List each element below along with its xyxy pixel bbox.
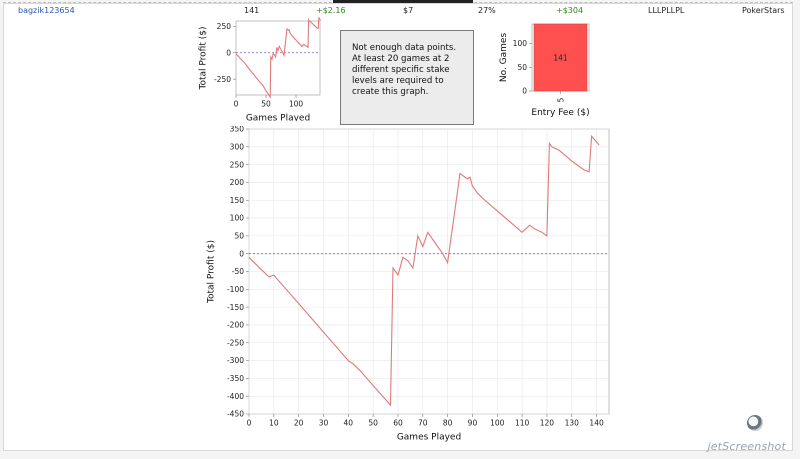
watermark-text: jetScreenshot xyxy=(707,440,786,453)
x-tick-label: 0 xyxy=(234,100,239,109)
x-tick-label: 110 xyxy=(515,419,530,428)
y-tick-label: -350 xyxy=(227,374,244,383)
x-tick-label: 50 xyxy=(368,419,378,428)
y-tick-label: 0 xyxy=(239,249,244,258)
x-tick-label: 10 xyxy=(269,419,279,428)
x-tick-label: 20 xyxy=(294,419,304,428)
roi-value: 27% xyxy=(478,6,496,15)
average-stake: $7 xyxy=(403,6,414,15)
y-tick-label: 200 xyxy=(230,178,245,187)
y-tick-label: -200 xyxy=(227,321,244,330)
y-axis-label: Total Profit ($) xyxy=(206,240,216,304)
x-tick-label: 70 xyxy=(418,419,428,428)
x-tick-label: 80 xyxy=(443,419,453,428)
x-tick-label: 130 xyxy=(565,419,580,428)
y-axis-label: Total Profit ($) xyxy=(198,27,208,91)
y-tick-label: -450 xyxy=(227,410,244,419)
y-tick-label: -150 xyxy=(227,303,244,312)
x-tick-label: 120 xyxy=(540,419,555,428)
y-tick-label: 100 xyxy=(513,39,528,48)
profit-line xyxy=(248,134,600,407)
x-axis-label: Games Played xyxy=(246,113,310,121)
plot-area xyxy=(235,20,321,96)
poker-site: PokerStars xyxy=(742,6,785,15)
entry-fee-bar-chart: 100 50 0 141 5 Entry Fee ($) No. Games xyxy=(499,23,590,118)
y-tick-label: -250 xyxy=(227,338,244,347)
y-tick-label: 350 xyxy=(230,126,245,134)
not-enough-data-message: Not enough data points. At least 20 game… xyxy=(340,30,474,125)
main-profit-chart: 350300250200150100500-50-100-150-200-250… xyxy=(206,126,610,442)
y-tick-label: 0 xyxy=(226,48,231,57)
x-tick-label: 90 xyxy=(468,419,478,428)
y-tick-label: -400 xyxy=(227,392,244,401)
y-tick-label: -250 xyxy=(214,75,231,84)
x-tick-label: 140 xyxy=(589,419,604,428)
small-profit-chart: 250 0 -250 0 50 100 Games Played Total Profit (… xyxy=(198,17,322,121)
x-tick-label: 100 xyxy=(289,100,304,109)
y-tick-label: 50 xyxy=(517,63,527,72)
x-tick-label: 50 xyxy=(261,100,271,109)
table-row: bagzik123654 141 +$2.16 $7 27% +$304 LLL… xyxy=(0,0,800,18)
y-tick-label: 50 xyxy=(234,232,244,241)
x-tick-label: 30 xyxy=(319,419,329,428)
active-column-indicator xyxy=(333,0,473,3)
bar-data-label: 141 xyxy=(553,54,568,63)
games-count: 141 xyxy=(244,6,260,15)
x-tick-label: 40 xyxy=(344,419,354,428)
player-link[interactable]: bagzik123654 xyxy=(18,6,75,15)
recent-results: LLLPLLPL xyxy=(648,6,685,15)
x-axis-label: Entry Fee ($) xyxy=(531,108,589,118)
y-tick-label: 0 xyxy=(522,87,527,96)
x-tick-label: 5 xyxy=(557,97,566,102)
y-axis-label: No. Games xyxy=(499,33,509,83)
average-profit: +$2.16 xyxy=(316,6,346,15)
x-tick-label: 0 xyxy=(247,419,252,428)
y-tick-label: 150 xyxy=(230,196,245,205)
y-tick-label: 250 xyxy=(230,160,245,169)
profit-line xyxy=(235,17,322,99)
watermark-logo-icon xyxy=(747,415,763,431)
total-profit: +$304 xyxy=(556,6,584,15)
x-tick-label: 100 xyxy=(490,419,505,428)
y-tick-label: -50 xyxy=(232,267,244,276)
y-tick-label: -100 xyxy=(227,285,244,294)
x-tick-label: 60 xyxy=(393,419,403,428)
y-tick-label: 100 xyxy=(230,214,245,223)
y-tick-label: -300 xyxy=(227,356,244,365)
y-tick-label: 250 xyxy=(217,22,232,31)
x-axis-label: Games Played xyxy=(397,432,461,442)
y-tick-label: 300 xyxy=(230,142,245,151)
